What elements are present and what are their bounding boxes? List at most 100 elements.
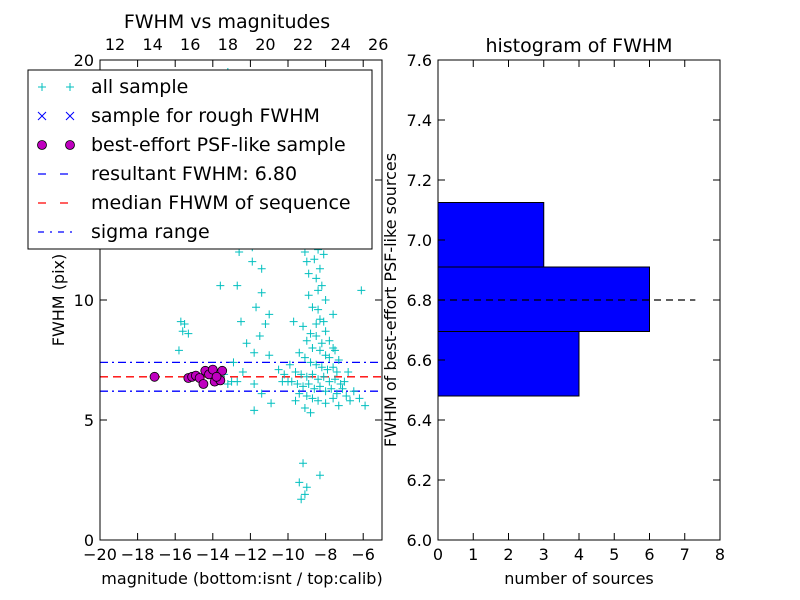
point-all-sample	[306, 358, 315, 367]
point-all-sample	[312, 320, 321, 328]
point-all-sample	[332, 389, 341, 398]
point-all-sample	[274, 365, 283, 374]
point-all-sample	[325, 377, 334, 386]
histogram-bar	[437, 266, 650, 332]
point-all-sample	[289, 317, 298, 326]
histogram-bar	[437, 331, 580, 397]
point-all-sample	[325, 336, 334, 345]
scatter-title: FWHM vs magnitudes	[124, 11, 330, 33]
point-all-sample	[223, 380, 232, 388]
legend-label-rough: sample for rough FWHM	[91, 105, 320, 127]
scatter-xlabel: magnitude (bottom:isnt / top:calib)	[101, 569, 382, 588]
scatter-top-tick-label: 24	[330, 35, 350, 54]
histogram-title: histogram of FWHM	[485, 35, 672, 57]
point-all-sample	[300, 404, 309, 412]
scatter-points	[149, 68, 370, 504]
point-all-sample	[250, 380, 259, 388]
histogram-bars	[437, 202, 650, 397]
point-all-sample	[314, 375, 323, 384]
point-best-effort	[198, 379, 209, 389]
histogram-x-tick-label: 4	[574, 545, 584, 564]
point-all-sample	[308, 394, 317, 403]
scatter-top-tick-label: 26	[368, 35, 388, 54]
scatter-top-tick-label: 16	[180, 35, 200, 54]
point-all-sample	[355, 394, 364, 403]
point-all-sample	[300, 353, 309, 362]
point-all-sample	[302, 257, 311, 266]
legend-marker-x	[65, 111, 75, 121]
point-all-sample	[250, 406, 259, 415]
histogram-y-tick-label: 6.8	[407, 291, 432, 310]
histogram-xlabel: number of sources	[504, 569, 654, 588]
point-all-sample	[321, 399, 330, 408]
histogram-y-ticks: 6.0 6.2 6.4 6.6 6.8 7.0 7.2 7.4 7.6	[407, 51, 720, 550]
point-best-effort	[217, 365, 228, 376]
legend-label-best: best-effort PSF-like sample	[91, 134, 346, 156]
point-all-sample	[304, 269, 313, 278]
point-all-sample	[291, 368, 300, 376]
point-all-sample	[323, 365, 332, 374]
point-all-sample	[297, 495, 306, 504]
point-all-sample	[321, 327, 330, 336]
point-all-sample	[178, 327, 187, 336]
point-all-sample	[299, 459, 308, 468]
scatter-x-tick-label: −8	[314, 545, 338, 564]
point-all-sample	[317, 363, 326, 372]
point-all-sample	[312, 332, 321, 340]
legend-box	[27, 69, 373, 250]
point-all-sample	[312, 274, 321, 283]
point-all-sample	[306, 329, 315, 338]
histogram-bar	[437, 202, 545, 268]
scatter-top-tick-label: 14	[142, 35, 162, 54]
point-all-sample	[238, 368, 247, 376]
histogram-y-tick-label: 7.2	[407, 171, 432, 190]
scatter-x-tick-label: −10	[271, 545, 305, 564]
point-all-sample	[327, 384, 336, 393]
point-all-sample	[299, 322, 308, 331]
legend-label-resultant: resultant FWHM: 6.80	[91, 163, 297, 185]
point-all-sample	[302, 372, 311, 381]
histogram-x-tick-label: 0	[433, 545, 443, 564]
point-all-sample	[344, 368, 353, 376]
point-all-sample	[312, 360, 321, 369]
scatter-y-tick-label: 0	[84, 531, 94, 550]
point-all-sample	[302, 336, 311, 345]
point-all-sample	[325, 353, 334, 362]
point-all-sample	[315, 471, 324, 480]
point-all-sample	[317, 339, 326, 348]
scatter-y-tick-label: 10	[74, 291, 94, 310]
point-all-sample	[304, 291, 313, 300]
point-all-sample	[331, 375, 339, 384]
histogram-y-tick-label: 7.4	[407, 111, 432, 130]
point-all-sample	[255, 332, 264, 340]
point-all-sample	[308, 344, 317, 352]
point-all-sample	[314, 396, 323, 405]
scatter-top-tick-label: 22	[293, 35, 313, 54]
point-all-sample	[338, 384, 347, 393]
legend-markers	[37, 83, 76, 233]
histogram-y-tick-label: 6.0	[407, 531, 432, 550]
legend-label-all-sample: all sample	[91, 76, 188, 98]
point-all-sample	[257, 389, 266, 398]
scatter-top-ticks: 12 14 16 18 20 22 24 26	[105, 35, 389, 54]
histogram-x-ticks: 0 1 2 3 4 5 6 7 8	[433, 60, 725, 564]
point-all-sample	[174, 346, 183, 355]
legend-marker-circle	[37, 140, 47, 150]
point-all-sample	[280, 370, 289, 379]
histogram-y-tick-label: 6.2	[407, 471, 432, 490]
histogram-y-tick-label: 6.6	[407, 351, 432, 370]
point-all-sample	[306, 408, 315, 417]
point-all-sample	[291, 396, 300, 405]
point-all-sample	[248, 257, 257, 266]
point-all-sample	[329, 394, 338, 403]
point-all-sample	[319, 372, 328, 381]
point-all-sample	[310, 255, 319, 264]
point-all-sample	[265, 351, 274, 360]
histogram-x-tick-label: 7	[680, 545, 690, 564]
histogram-x-tick-label: 8	[715, 545, 725, 564]
legend: all sample sample for rough FWHM best-ef…	[27, 69, 373, 250]
histogram-x-tick-label: 2	[503, 545, 513, 564]
point-all-sample	[299, 382, 308, 391]
legend-label-sigma: sigma range	[91, 221, 210, 243]
